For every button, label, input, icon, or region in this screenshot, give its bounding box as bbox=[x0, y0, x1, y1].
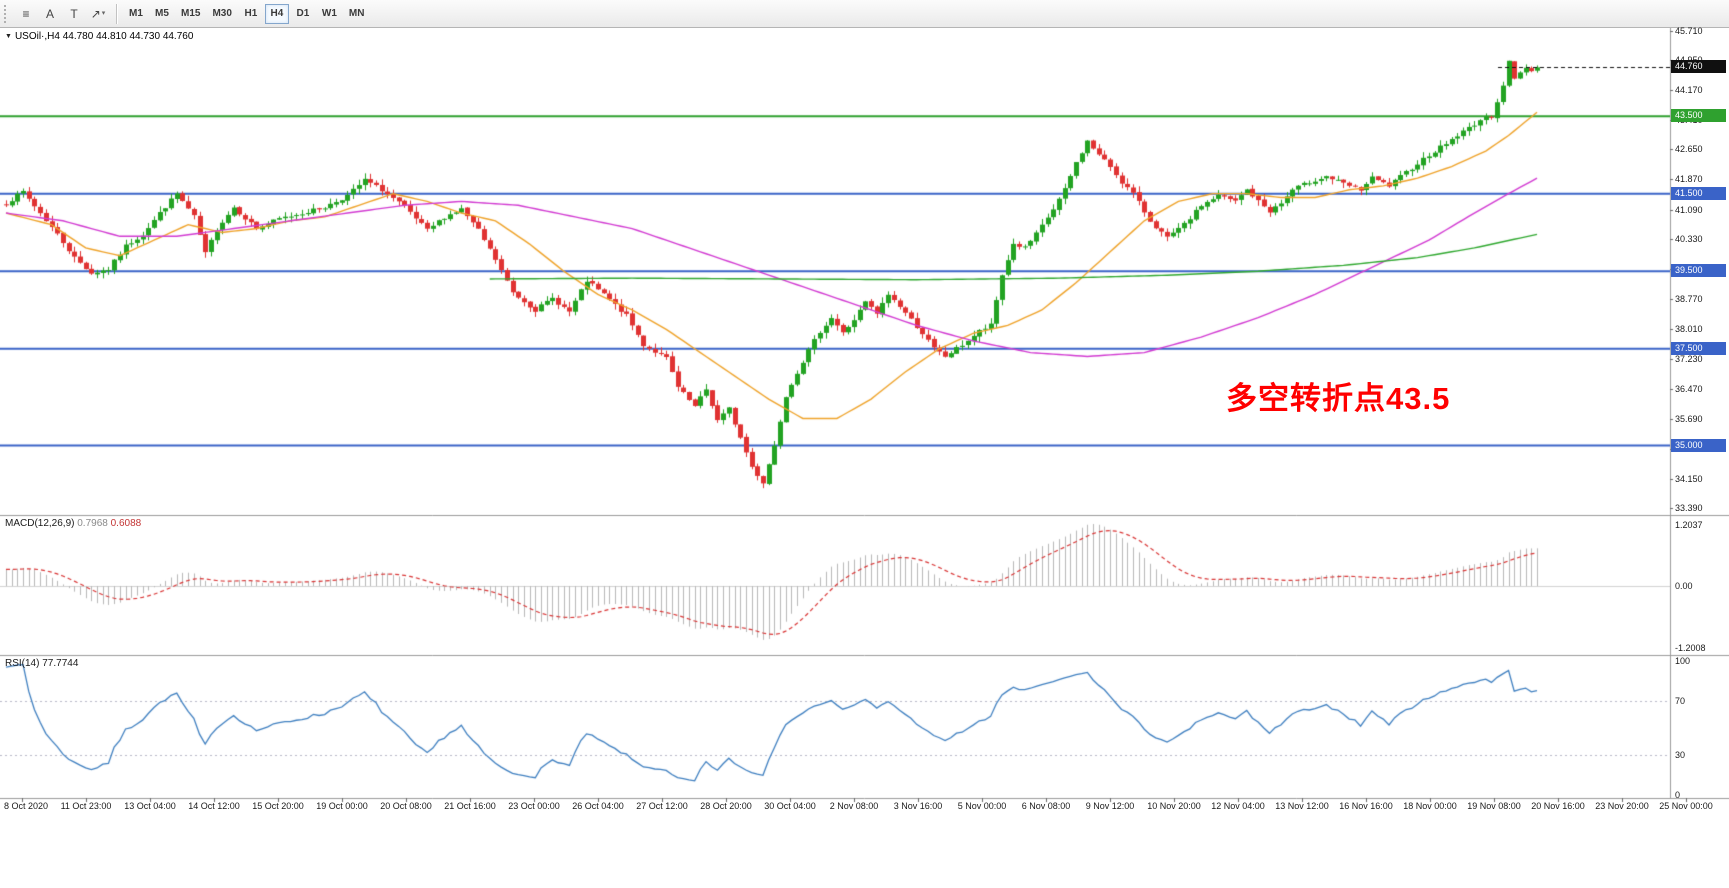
toolbar-grip[interactable] bbox=[4, 4, 10, 23]
timeframe-button-h1[interactable]: H1 bbox=[244, 8, 258, 19]
toolbar: ≡ A T ↗ ▾ M1 M5 M15 M30 H1 H4 D1 W1 MN bbox=[0, 0, 1729, 28]
chart-window: ▼ USOil·,H4 44.780 44.810 44.730 44.760 M… bbox=[0, 26, 1729, 888]
timeframe-button-m15[interactable]: M15 bbox=[181, 8, 201, 19]
timeframes-group: M1 M5 M15 M30 H1 H4 D1 W1 MN bbox=[123, 3, 370, 24]
drawing-tools-group: ≡ A T ↗ ▾ bbox=[14, 3, 110, 25]
toolbar-separator bbox=[116, 3, 117, 24]
arrow-tool-icon[interactable]: ↗ ▾ bbox=[90, 6, 106, 21]
timeframe-button-m30[interactable]: M30 bbox=[212, 8, 232, 19]
timeframe-button-h4[interactable]: H4 bbox=[264, 3, 289, 24]
timeframe-button-w1[interactable]: W1 bbox=[321, 8, 337, 19]
text-box-icon[interactable]: T bbox=[70, 6, 78, 21]
timeframe-button-m1[interactable]: M1 bbox=[129, 8, 143, 19]
text-label-icon[interactable]: A bbox=[45, 6, 54, 21]
chart-canvas[interactable] bbox=[0, 28, 1729, 888]
timeframe-button-mn[interactable]: MN bbox=[348, 8, 365, 19]
dropdown-caret-icon: ▾ bbox=[101, 10, 106, 17]
timeframe-button-m5[interactable]: M5 bbox=[155, 8, 169, 19]
fibonacci-retracement-icon[interactable]: ≡ bbox=[22, 6, 30, 21]
timeframe-button-d1[interactable]: D1 bbox=[296, 8, 310, 19]
